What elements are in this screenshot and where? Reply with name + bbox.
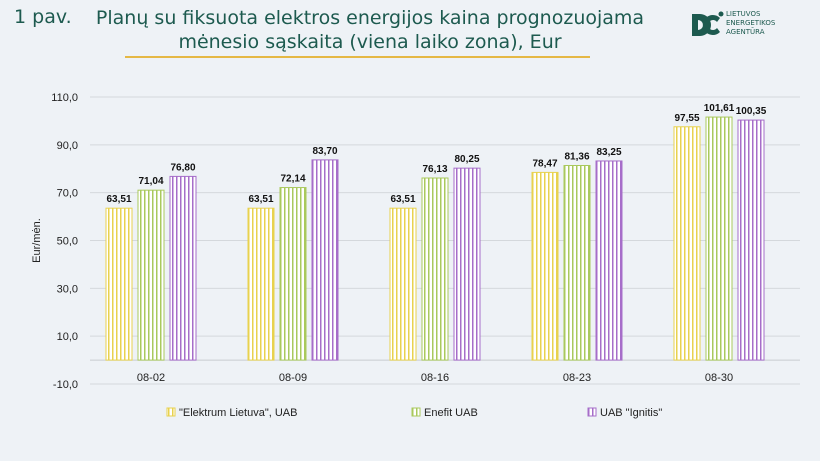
y-tick-label: -10,0 [53,379,78,391]
legend-swatch [411,407,421,417]
bar [595,160,623,361]
data-label: 63,51 [248,194,273,205]
x-tick-label: 08-30 [705,372,733,384]
bar [279,187,307,361]
data-label: 97,55 [674,113,699,124]
bar [247,207,275,361]
y-tick-label: 30,0 [57,283,78,295]
data-label: 101,61 [704,103,735,114]
data-label: 83,70 [312,146,337,157]
data-label: 63,51 [390,194,415,205]
title-line-1: Planų su fiksuota elektros energijos kai… [95,7,645,29]
bar [705,116,733,361]
y-tick-label: 70,0 [57,188,78,200]
y-tick-label: 50,0 [57,236,78,248]
bar [453,167,481,361]
x-tick-label: 08-02 [137,372,165,384]
title-line-2: mėnesio sąskaita (viena laiko zona), Eur [178,31,562,53]
y-tick-label: 90,0 [57,140,78,152]
bar [563,164,591,361]
data-label: 76,13 [422,164,447,175]
x-tick-label: 08-16 [421,372,449,384]
bar [311,159,339,361]
bar [421,177,449,361]
legend-label: UAB "Ignitis" [600,407,662,419]
y-axis-label: Eur/mėn. [31,218,43,263]
bar [389,207,417,361]
bar [737,119,765,361]
data-label: 76,80 [170,162,195,173]
title-underline [125,56,590,58]
bar [169,175,197,361]
data-label: 81,36 [564,151,589,162]
data-label: 78,47 [532,158,557,169]
x-tick-label: 08-23 [563,372,591,384]
bar [105,207,133,361]
legend-swatch [587,407,597,417]
logo-mark-icon [692,11,724,36]
bar [673,126,701,361]
logo-text: LIETUVOS ENERGETIKOS AGENTŪRA [726,10,776,36]
data-label: 83,25 [596,147,621,158]
legend-swatch [166,407,176,417]
x-tick-label: 08-09 [279,372,307,384]
legend-label: Enefit UAB [424,407,478,419]
y-tick-label: 110,0 [51,92,78,104]
data-label: 71,04 [138,176,163,187]
legend-label: "Elektrum Lietuva", UAB [179,407,297,419]
bar [531,171,559,361]
data-label: 63,51 [106,194,131,205]
figure-label: 1 pav. [14,6,72,28]
data-label: 72,14 [280,174,305,185]
y-tick-label: 10,0 [57,331,78,343]
logo: LIETUVOS ENERGETIKOS AGENTŪRA [690,10,810,44]
data-label: 100,35 [736,106,767,117]
data-label: 80,25 [454,154,479,165]
chart-title: Planų su fiksuota elektros energijos kai… [90,6,650,54]
bar [137,189,165,361]
